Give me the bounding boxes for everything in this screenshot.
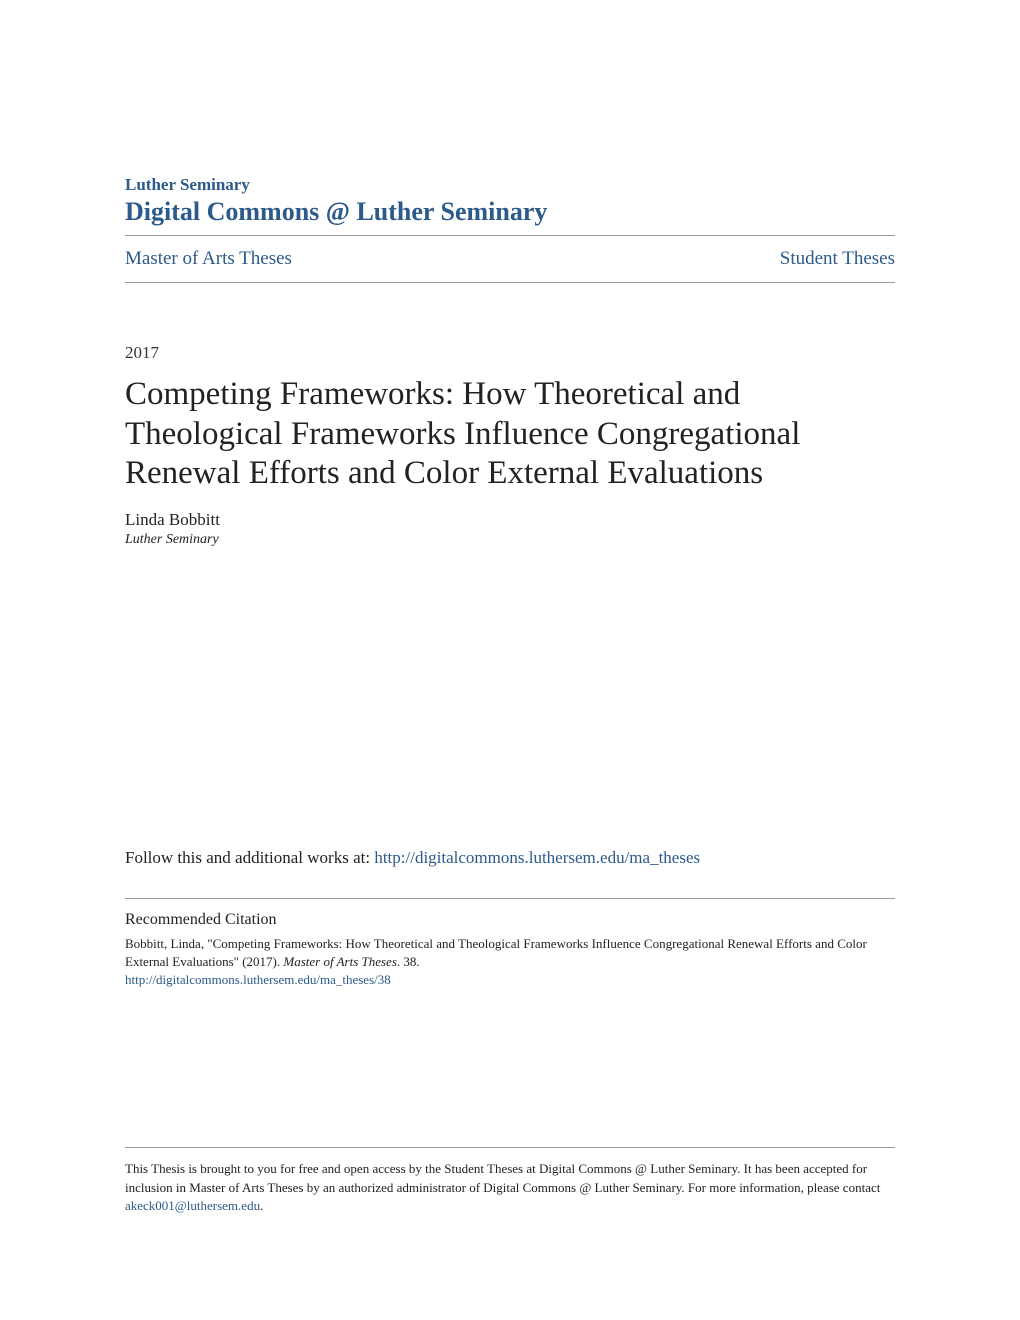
publication-year: 2017 (125, 343, 895, 363)
institution-label[interactable]: Luther Seminary (125, 175, 895, 195)
commons-title[interactable]: Digital Commons @ Luther Seminary (125, 197, 895, 227)
footer-block: This Thesis is brought to you for free a… (125, 1147, 895, 1215)
breadcrumb-row: Master of Arts Theses Student Theses (125, 248, 895, 283)
footer-text-part2: . (260, 1198, 263, 1213)
header-block: Luther Seminary Digital Commons @ Luther… (125, 175, 895, 236)
author-name: Linda Bobbitt (125, 510, 895, 530)
breadcrumb-collection[interactable]: Master of Arts Theses (125, 248, 292, 270)
follow-line: Follow this and additional works at: htt… (125, 848, 895, 868)
citation-text-part1: Bobbitt, Linda, "Competing Frameworks: H… (125, 936, 867, 969)
citation-heading: Recommended Citation (125, 911, 895, 929)
citation-text-part2: . 38. (397, 954, 420, 969)
paper-title: Competing Frameworks: How Theoretical an… (125, 375, 895, 494)
author-affiliation: Luther Seminary (125, 532, 895, 548)
follow-link[interactable]: http://digitalcommons.luthersem.edu/ma_t… (374, 848, 700, 867)
breadcrumb-parent[interactable]: Student Theses (780, 248, 895, 270)
citation-block: Recommended Citation Bobbitt, Linda, "Co… (125, 898, 895, 989)
footer-text: This Thesis is brought to you for free a… (125, 1160, 895, 1215)
citation-text: Bobbitt, Linda, "Competing Frameworks: H… (125, 935, 895, 971)
footer-text-part1: This Thesis is brought to you for free a… (125, 1161, 880, 1194)
citation-series-title: Master of Arts Theses (283, 954, 397, 969)
follow-prefix: Follow this and additional works at: (125, 848, 374, 867)
citation-url[interactable]: http://digitalcommons.luthersem.edu/ma_t… (125, 972, 391, 987)
footer-email-link[interactable]: akeck001@luthersem.edu (125, 1198, 260, 1213)
